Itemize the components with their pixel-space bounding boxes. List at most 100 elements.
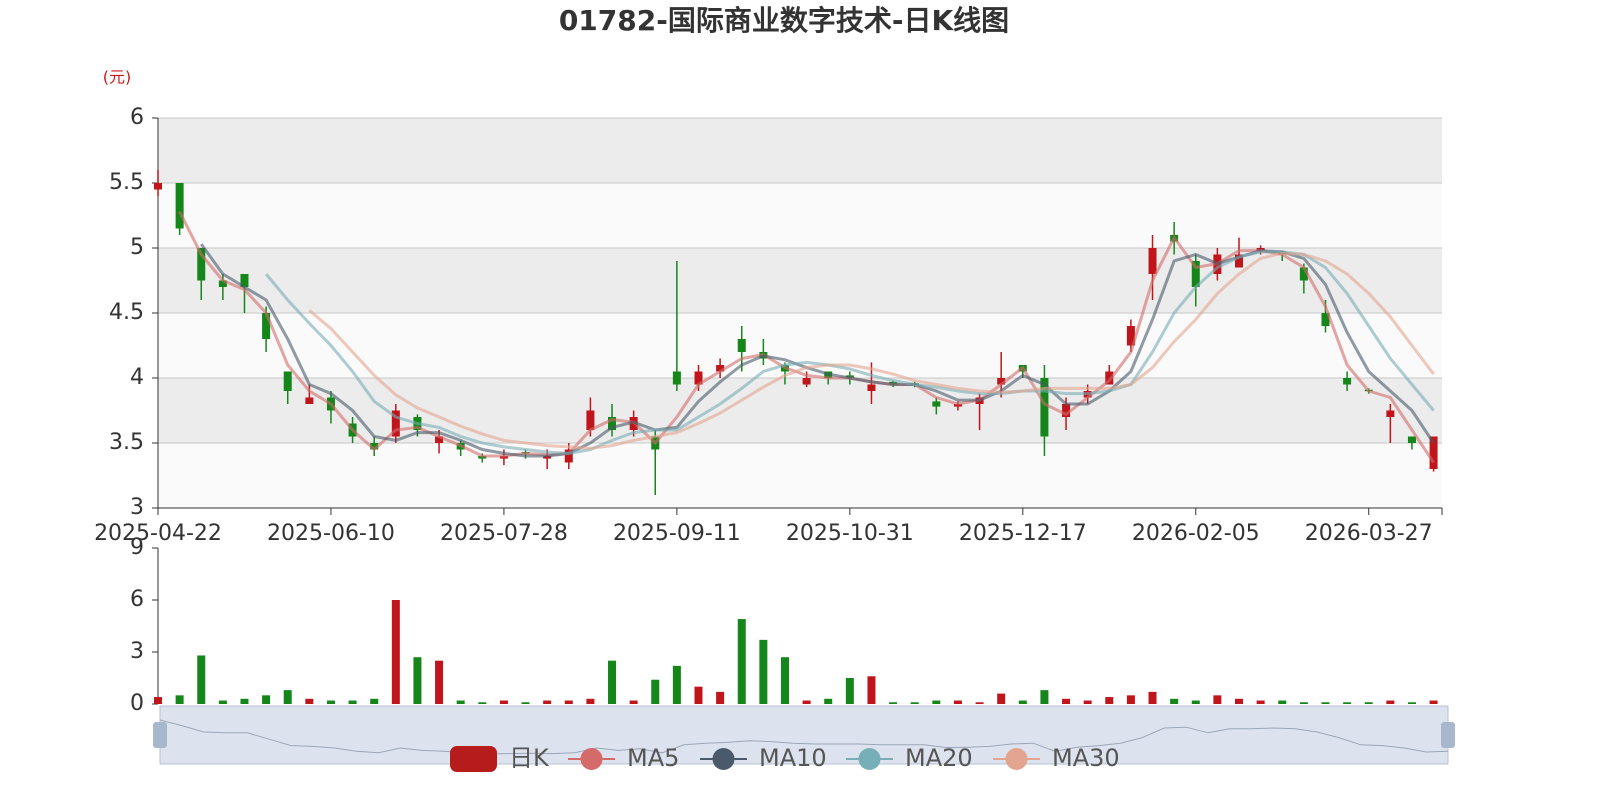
volume-bar (845, 678, 854, 704)
candle-body (1040, 378, 1049, 437)
legend-label[interactable]: MA5 (627, 744, 679, 772)
volume-bar (867, 676, 876, 704)
candle-body (1299, 267, 1308, 281)
x-tick-label: 2025-06-10 (267, 521, 395, 546)
candle-body (305, 397, 314, 404)
candle-body (672, 371, 681, 385)
volume-bar (1018, 700, 1027, 704)
volume-bar (802, 700, 811, 704)
legend-icon (858, 748, 881, 770)
volume-bar (651, 679, 660, 704)
candle-body (1105, 371, 1114, 385)
volume-bar (1278, 700, 1287, 704)
volume-bar (154, 697, 162, 704)
candle-body (716, 365, 725, 372)
volume-bar (456, 700, 465, 704)
candle-body (197, 248, 206, 281)
volume-bar (608, 660, 617, 704)
volume-bar (413, 657, 422, 704)
candle-body (608, 417, 617, 430)
volume-bar (391, 600, 400, 704)
y-tick-label: 3 (130, 495, 144, 520)
volume-bar (694, 686, 703, 704)
volume-bar (478, 702, 487, 704)
volume-bar (240, 698, 249, 704)
volume-bar (1105, 697, 1114, 704)
volume-bar (1256, 700, 1265, 704)
zoom-handle-left[interactable] (153, 722, 167, 748)
y-unit: (元) (103, 68, 132, 87)
volume-bar (435, 660, 444, 704)
x-tick-label: 2025-07-28 (440, 521, 568, 546)
volume-bar (672, 665, 681, 704)
band (158, 183, 1442, 248)
candle-body (1062, 404, 1071, 417)
band (158, 443, 1442, 508)
candle-body (586, 410, 595, 430)
volume-bar (975, 702, 984, 704)
volume-bar (370, 698, 379, 704)
y-tick-label: 3.5 (109, 430, 144, 455)
volume-bar (780, 657, 789, 704)
ma-line (178, 210, 1435, 464)
volume-bar (1040, 690, 1049, 704)
volume-tick-label: 0 (130, 691, 144, 716)
candle-body (1386, 410, 1395, 417)
volume-bar (737, 619, 746, 704)
legend-label[interactable]: MA30 (1052, 744, 1120, 772)
volume-bar (564, 700, 573, 704)
volume-bar (175, 695, 184, 704)
volume-tick-label: 9 (130, 535, 144, 560)
zoom-handle-right[interactable] (1441, 722, 1455, 748)
legend-label[interactable]: MA20 (905, 744, 973, 772)
plot: 3 3.5 4 4.5 5 5.5 6 2025-04-22 2025-06-10 2025-07… (94, 105, 1443, 716)
zoom-shadow (159, 719, 1449, 755)
candle-body (370, 443, 379, 450)
ma-line (200, 243, 1435, 458)
volume-bar (1321, 702, 1330, 704)
volume-bar (521, 702, 530, 704)
candle-body (1429, 436, 1438, 469)
volume-bar (499, 700, 508, 704)
legend-label[interactable]: 日K (509, 744, 550, 772)
legend-icon (580, 748, 603, 770)
candle-body (240, 274, 249, 287)
volume-bar (1364, 702, 1373, 704)
x-tick-label: 2026-03-27 (1305, 521, 1433, 546)
y-tick-label: 6 (130, 105, 144, 130)
candle-body (932, 401, 941, 407)
y-tick-label: 5.5 (109, 170, 144, 195)
volume-bar (262, 695, 271, 704)
volume-bar (932, 700, 941, 704)
candle-body (802, 378, 811, 385)
volume-bar (1148, 691, 1157, 704)
ma-line (264, 250, 1435, 455)
candle-body (867, 384, 876, 391)
volume-bar (759, 639, 768, 704)
candle-body (1321, 313, 1330, 326)
candle-body (1235, 254, 1243, 268)
volume-bar (1299, 702, 1308, 704)
volume-bar (1386, 700, 1395, 704)
candle-body (391, 410, 400, 437)
volume-bar (824, 698, 833, 704)
legend-icon (450, 746, 497, 772)
volume-bar (1083, 700, 1092, 704)
volume-bar (1191, 700, 1200, 704)
volume-bar (1170, 698, 1179, 704)
legend-label[interactable]: MA10 (759, 744, 827, 772)
volume-bar (348, 700, 357, 704)
y-tick-label: 5 (130, 235, 144, 260)
chart-title: 01782-国际商业数字技术-日K线图 (559, 4, 1009, 37)
volume-bar (1343, 702, 1352, 704)
candle-body (737, 339, 746, 352)
y-tick-label: 4.5 (109, 300, 144, 325)
volume-bar (218, 700, 227, 704)
legend-icon (712, 748, 735, 770)
band (158, 118, 1442, 183)
volume-tick-label: 6 (130, 587, 144, 612)
bands (158, 117, 1442, 509)
volume-bar (1126, 695, 1135, 704)
